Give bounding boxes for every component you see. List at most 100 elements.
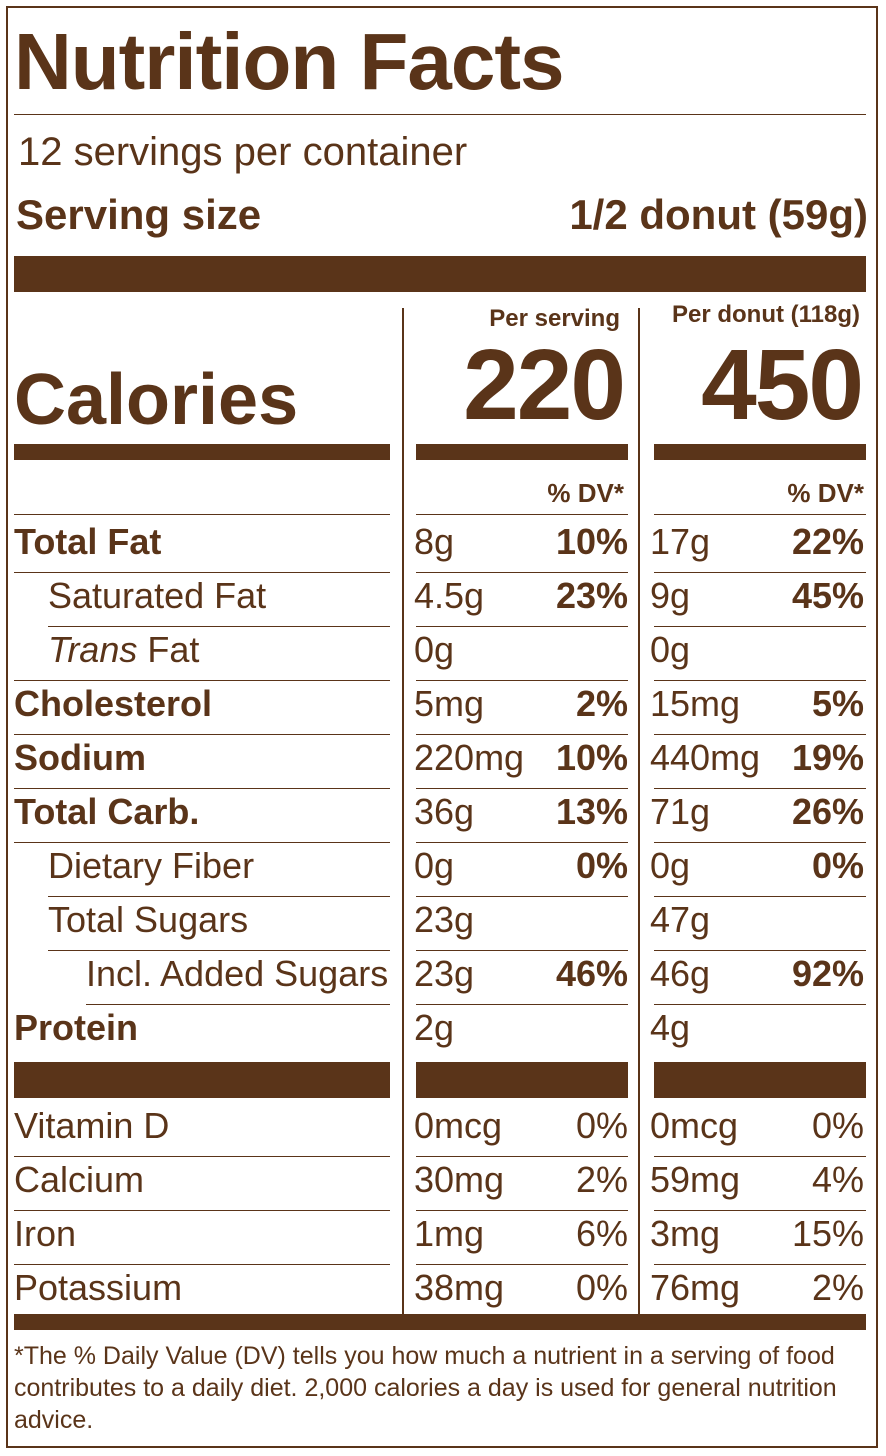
amount-per-serving: 0g [414, 629, 455, 670]
dv-per-donut: 19% [791, 737, 864, 778]
vitamin-dv-per-serving: 2% [575, 1159, 628, 1200]
dv-per-donut: 26% [791, 791, 864, 832]
amount-per-serving: 4.5g [414, 575, 485, 616]
amount-per-donut: 4g [650, 1007, 691, 1048]
servings-per-container: 12 servings per container [18, 130, 468, 174]
row-rule [14, 842, 390, 843]
vitamin-dv-per-serving: 0% [575, 1267, 628, 1308]
calories-bar-col1 [416, 444, 628, 460]
row-rule [14, 1210, 390, 1211]
amount-per-serving: 8g [414, 521, 455, 562]
row-rule [14, 1264, 390, 1265]
row-rule [48, 626, 390, 627]
amount-per-donut: 17g [650, 521, 711, 562]
amount-per-donut: 47g [650, 899, 711, 940]
row-rule [654, 572, 866, 573]
column-divider-1 [402, 308, 404, 1316]
row-rule [654, 1264, 866, 1265]
vitamin-dv-per-donut: 2% [811, 1267, 864, 1308]
row-rule [654, 514, 866, 515]
calories-per-serving: 220 [463, 329, 626, 441]
row-rule [48, 950, 390, 951]
calories-per-donut: 450 [701, 329, 864, 441]
nutrient-label: Incl. Added Sugars [86, 953, 389, 994]
column-header-per-donut: Per donut (118g) [671, 301, 860, 328]
amount-per-donut: 0g [650, 629, 691, 670]
row-rule [416, 1210, 628, 1211]
row-rule [654, 1156, 866, 1157]
title-divider [14, 114, 866, 115]
vitamin-label: Potassium [14, 1267, 183, 1308]
vitamin-dv-per-donut: 4% [811, 1159, 864, 1200]
row-rule [416, 734, 628, 735]
amount-per-serving: 220mg [414, 737, 525, 778]
row-rule [416, 572, 628, 573]
vitamin-dv-per-donut: 15% [791, 1213, 864, 1254]
row-rule [654, 1210, 866, 1211]
amount-per-serving: 36g [414, 791, 475, 832]
dv-per-serving: 23% [555, 575, 628, 616]
row-rule [654, 788, 866, 789]
row-rule [416, 896, 628, 897]
dv-per-donut: 0% [811, 845, 864, 886]
vitamin-amount-per-serving: 30mg [414, 1159, 505, 1200]
thick-divider-bottom [14, 1314, 866, 1330]
row-rule [416, 680, 628, 681]
dv-per-donut: 5% [811, 683, 864, 724]
nutrient-label: Total Sugars [48, 899, 249, 940]
dv-header-col1: % DV* [547, 478, 624, 508]
row-rule [416, 950, 628, 951]
dv-per-donut: 45% [791, 575, 864, 616]
vitamin-label: Iron [14, 1213, 77, 1254]
calories-bar-col2 [654, 444, 866, 460]
dv-per-serving: 2% [575, 683, 628, 724]
dv-header-col2: % DV* [787, 478, 864, 508]
column-header-per-serving: Per serving [489, 305, 620, 332]
row-rule [14, 1156, 390, 1157]
vitamin-dv-per-serving: 0% [575, 1105, 628, 1146]
nutrient-label: Trans Fat [48, 628, 199, 672]
row-rule [416, 788, 628, 789]
row-rule [416, 1156, 628, 1157]
calories-bar-label [14, 444, 390, 460]
row-rule [416, 514, 628, 515]
dv-per-serving: 10% [555, 737, 628, 778]
label-title: Nutrition Facts [14, 17, 564, 106]
row-rule [654, 950, 866, 951]
row-rule [654, 680, 866, 681]
nutrient-label: Sodium [14, 737, 146, 778]
row-rule [654, 896, 866, 897]
dv-per-serving: 10% [555, 521, 628, 562]
amount-per-donut: 15mg [650, 683, 741, 724]
amount-per-donut: 0g [650, 845, 691, 886]
amount-per-serving: 23g [414, 953, 475, 994]
thick-divider-top [14, 256, 866, 292]
amount-per-serving: 2g [414, 1007, 455, 1048]
row-rule [654, 626, 866, 627]
vitamin-amount-per-serving: 1mg [414, 1213, 485, 1254]
row-rule [416, 1264, 628, 1265]
column-divider-2 [638, 308, 640, 1316]
dv-per-serving: 46% [555, 953, 628, 994]
row-rule [14, 514, 390, 515]
row-rule [48, 896, 390, 897]
vitamin-dv-per-serving: 6% [575, 1213, 628, 1254]
vitamin-bar-col2 [654, 1062, 866, 1098]
vitamin-amount-per-donut: 0mcg [650, 1105, 739, 1146]
dv-per-donut: 92% [791, 953, 864, 994]
vitamin-amount-per-serving: 0mcg [414, 1105, 503, 1146]
amount-per-donut: 71g [650, 791, 711, 832]
row-rule [14, 680, 390, 681]
amount-per-serving: 5mg [414, 683, 485, 724]
serving-size-value: 1/2 donut (59g) [569, 191, 868, 238]
amount-per-donut: 9g [650, 575, 691, 616]
vitamin-amount-per-donut: 59mg [650, 1159, 741, 1200]
vitamin-amount-per-donut: 3mg [650, 1213, 721, 1254]
row-rule [416, 842, 628, 843]
amount-per-serving: 0g [414, 845, 455, 886]
nutrient-label: Protein [14, 1007, 139, 1048]
dv-per-serving: 13% [555, 791, 628, 832]
nutrient-label-italic: Trans [48, 629, 138, 670]
nutrient-label-text: Fat [137, 629, 200, 670]
vitamin-label: Calcium [14, 1159, 145, 1200]
